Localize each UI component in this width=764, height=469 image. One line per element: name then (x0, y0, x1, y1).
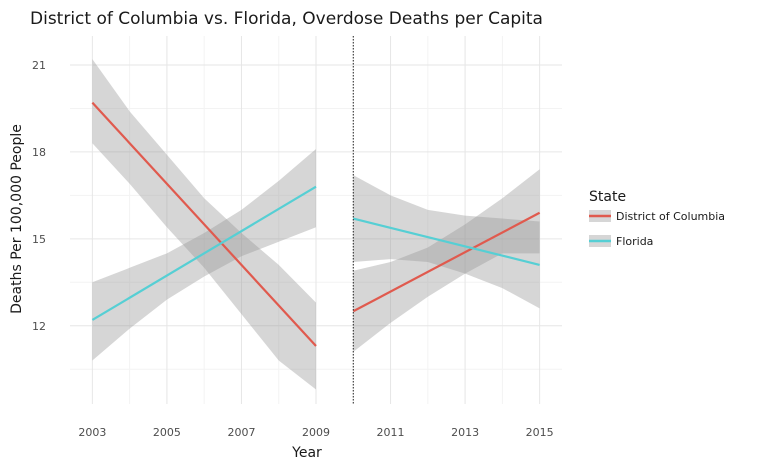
confidence-band (353, 169, 540, 352)
x-tick-label: 2009 (302, 426, 330, 439)
legend: State District of Columbia Florida (589, 189, 725, 248)
y-tick-label: 15 (32, 233, 46, 246)
x-tick-label: 2007 (227, 426, 255, 439)
x-tick-label: 2003 (78, 426, 106, 439)
y-tick-label: 18 (32, 146, 46, 159)
confidence-band (92, 149, 316, 361)
series-lines (91, 101, 541, 347)
x-tick-label: 2005 (153, 426, 181, 439)
tick-labels: 2003 2005 2007 2009 2011 2013 2015 12 15 18 21 (32, 59, 554, 439)
x-tick-label: 2013 (451, 426, 479, 439)
legend-label: Florida (616, 235, 653, 248)
chart-title: District of Columbia vs. Florida, Overdo… (30, 9, 543, 29)
series-line (353, 217, 540, 266)
series-line (91, 185, 317, 321)
y-axis-title: Deaths Per 100,000 People (9, 124, 25, 314)
y-tick-label: 21 (32, 59, 46, 72)
x-tick-label: 2015 (526, 426, 554, 439)
grid (70, 36, 562, 404)
legend-label: District of Columbia (616, 210, 725, 223)
x-tick-label: 2011 (377, 426, 405, 439)
x-axis-title: Year (291, 445, 322, 461)
series-line (91, 101, 317, 347)
y-tick-label: 12 (32, 320, 46, 333)
legend-title: State (589, 189, 626, 205)
series-line (352, 211, 541, 313)
